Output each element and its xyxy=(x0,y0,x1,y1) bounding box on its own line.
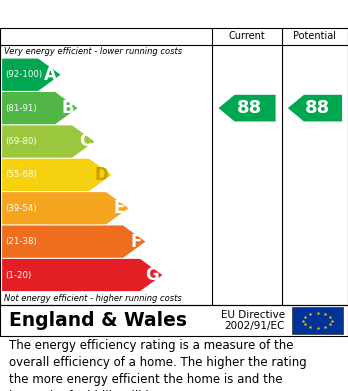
Text: (21-38): (21-38) xyxy=(5,237,37,246)
Text: Very energy efficient - lower running costs: Very energy efficient - lower running co… xyxy=(4,47,182,56)
Polygon shape xyxy=(288,95,342,122)
Text: B: B xyxy=(62,99,74,117)
Text: Current: Current xyxy=(229,31,266,41)
Polygon shape xyxy=(2,259,163,291)
Text: Not energy efficient - higher running costs: Not energy efficient - higher running co… xyxy=(4,294,182,303)
Text: England & Wales: England & Wales xyxy=(9,311,187,330)
Text: E: E xyxy=(114,199,125,217)
Text: (69-80): (69-80) xyxy=(5,137,37,146)
Text: G: G xyxy=(145,266,159,284)
Polygon shape xyxy=(2,192,128,224)
Text: EU Directive
2002/91/EC: EU Directive 2002/91/EC xyxy=(221,310,285,332)
Text: Energy Efficiency Rating: Energy Efficiency Rating xyxy=(9,7,230,22)
Polygon shape xyxy=(219,95,276,122)
Text: (92-100): (92-100) xyxy=(5,70,42,79)
Polygon shape xyxy=(2,226,145,258)
Text: F: F xyxy=(131,233,142,251)
Polygon shape xyxy=(2,59,61,91)
Text: 88: 88 xyxy=(304,99,330,117)
Bar xyxy=(292,307,343,334)
Text: A: A xyxy=(44,66,57,84)
Text: Potential: Potential xyxy=(293,31,337,41)
Text: D: D xyxy=(94,166,108,184)
Text: The energy efficiency rating is a measure of the
overall efficiency of a home. T: The energy efficiency rating is a measur… xyxy=(9,339,307,391)
Text: (39-54): (39-54) xyxy=(5,204,37,213)
Polygon shape xyxy=(2,126,94,158)
Polygon shape xyxy=(2,92,78,124)
Text: (81-91): (81-91) xyxy=(5,104,37,113)
Polygon shape xyxy=(2,159,111,191)
Text: (55-68): (55-68) xyxy=(5,170,37,179)
Text: C: C xyxy=(79,133,91,151)
Text: 88: 88 xyxy=(237,99,262,117)
Text: (1-20): (1-20) xyxy=(5,271,31,280)
